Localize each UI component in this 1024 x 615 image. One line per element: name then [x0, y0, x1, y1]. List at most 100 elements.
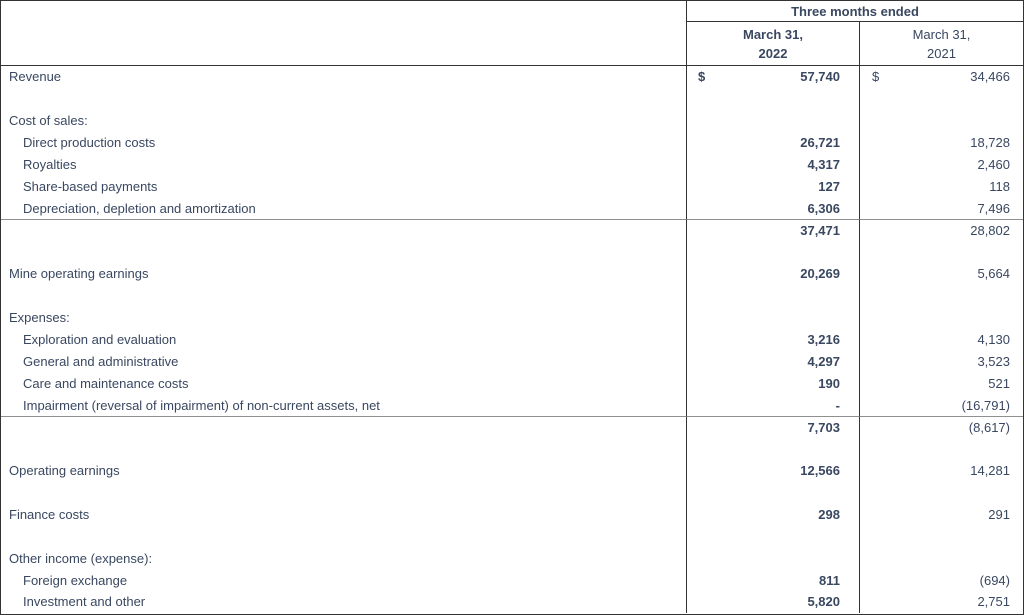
column-header-2021: March 31, 2021	[859, 22, 1023, 66]
row-label-text: Revenue	[9, 69, 62, 85]
row-label-text: Depreciation, depletion and amortization	[23, 200, 256, 216]
table-row-label: Depreciation, depletion and amortization	[1, 197, 686, 219]
column-header-2021-line1: March 31,	[912, 27, 971, 42]
table-row-value-2022-cell: 4,317	[686, 153, 859, 176]
table-row-value-2022-cell: 20,269	[686, 262, 859, 285]
value-2022: 4,297	[807, 353, 840, 369]
spacer-row-value-2022-cell	[686, 437, 859, 460]
table-row-label: Impairment (reversal of impairment) of n…	[1, 394, 686, 416]
spacer-row-value-2021-cell	[859, 481, 1023, 504]
value-2021: 28,802	[970, 223, 1010, 239]
table-row-value-2021-cell	[859, 109, 1023, 132]
table-row-value-2021-cell: 521	[859, 372, 1023, 395]
value-2021: 291	[988, 506, 1010, 522]
table-row-value-2021-cell: 5,664	[859, 262, 1023, 285]
row-label-text: Care and maintenance costs	[23, 375, 189, 391]
table-row-value-2021-cell: 7,496	[859, 197, 1023, 220]
value-2022: -	[835, 397, 840, 413]
row-label-text: General and administrative	[23, 353, 179, 369]
table-row-value-2022-cell	[686, 306, 859, 329]
table-row-label: Other income (expense):	[1, 547, 686, 569]
table-row-value-2021-cell	[859, 306, 1023, 329]
table-row-label: Operating earnings	[1, 460, 686, 482]
value-2022: 127	[818, 178, 840, 194]
value-2021: 118	[989, 178, 1010, 194]
table-row-value-2021-cell: 3,523	[859, 350, 1023, 373]
table-row-label: Mine operating earnings	[1, 263, 686, 285]
table-row-label: Finance costs	[1, 504, 686, 526]
table-row-value-2022-cell: 298	[686, 503, 859, 526]
table-header: Three months ended March 31, 2022 March …	[1, 1, 1023, 66]
column-header-2022-line2: 2022	[758, 46, 788, 61]
row-label-text: Impairment (reversal of impairment) of n…	[23, 397, 380, 413]
currency-symbol: $	[872, 69, 880, 85]
spacer-row-value-2021-cell	[859, 525, 1023, 548]
column-header-2022-line1: March 31,	[743, 27, 803, 42]
value-2021: 521	[988, 375, 1010, 391]
value-2022: 20,269	[800, 266, 840, 282]
value-2022: 6,306	[807, 200, 840, 216]
row-label-text: Share-based payments	[23, 178, 158, 194]
table-row-label: Royalties	[1, 154, 686, 176]
value-2021: 14,281	[970, 463, 1010, 479]
value-2021: 2,751	[977, 594, 1010, 610]
table-row-value-2021-cell: 2,460	[859, 153, 1023, 176]
row-label-text: Finance costs	[9, 506, 90, 522]
row-label-text: Mine operating earnings	[9, 266, 149, 282]
spacer-row-value-2021-cell	[859, 284, 1023, 307]
value-2022: 3,216	[807, 331, 840, 347]
table-row-value-2022-cell: 811	[686, 569, 859, 591]
table-row-value-2022-cell: 5,820	[686, 591, 859, 613]
spacer-row-value-2021-cell	[859, 437, 1023, 460]
value-2021: 7,496	[977, 200, 1010, 216]
spacer-row-value-2022-cell	[686, 525, 859, 548]
table-row-value-2022-cell: $57,740	[686, 66, 859, 88]
row-label-text: Investment and other	[23, 594, 146, 610]
table-row-label: Care and maintenance costs	[1, 372, 686, 394]
period-group-header: Three months ended	[686, 1, 1023, 22]
value-2022: 37,471	[800, 223, 840, 239]
spacer-row-value-2021-cell	[859, 87, 1023, 110]
header-label-column-cell	[1, 22, 686, 66]
table-row-label: Exploration and evaluation	[1, 329, 686, 351]
table-row-value-2021-cell	[859, 547, 1023, 570]
table-row-label: Cost of sales:	[1, 110, 686, 132]
table-row-value-2022-cell: 3,216	[686, 328, 859, 351]
table-row-value-2022-cell: 6,306	[686, 197, 859, 220]
table-row-label: Share-based payments	[1, 175, 686, 197]
subtotal-row-value-2022-cell: 37,471	[686, 219, 859, 241]
value-2021: 34,466	[970, 69, 1010, 85]
row-label-text: Operating earnings	[9, 463, 120, 479]
table-row-value-2022-cell: 12,566	[686, 459, 859, 482]
table-row-label: Foreign exchange	[1, 569, 686, 591]
table-row-value-2021-cell: (16,791)	[859, 394, 1023, 416]
row-label-text: Exploration and evaluation	[23, 331, 177, 347]
header-label-column-spacer	[1, 1, 686, 22]
spacer-row-label	[1, 241, 686, 263]
table-body: Revenue $57,740 $34,466 Cost of sales: Direc…	[1, 66, 1023, 613]
table-row-value-2022-cell	[686, 109, 859, 132]
table-row-value-2021-cell: $34,466	[859, 66, 1023, 88]
table-row-value-2022-cell: 127	[686, 175, 859, 198]
value-2022: 5,820	[807, 594, 840, 610]
value-2021: 18,728	[970, 135, 1010, 151]
value-2022: 298	[818, 506, 840, 522]
value-2022: 57,740	[800, 69, 840, 85]
table-row-value-2021-cell: 291	[859, 503, 1023, 526]
spacer-row-label	[1, 438, 686, 460]
subtotal-row-label	[1, 219, 686, 241]
spacer-row-value-2022-cell	[686, 481, 859, 504]
subtotal-row-value-2021-cell: 28,802	[859, 219, 1023, 241]
table-row-value-2021-cell: 14,281	[859, 459, 1023, 482]
value-2021: 3,523	[977, 353, 1010, 369]
value-2021: (694)	[979, 572, 1010, 588]
table-row-value-2022-cell: 4,297	[686, 350, 859, 373]
value-2021: 4,130	[977, 331, 1010, 347]
table-row-label: General and administrative	[1, 350, 686, 372]
spacer-row-label	[1, 88, 686, 110]
table-row-value-2021-cell: 18,728	[859, 131, 1023, 154]
subtotal-row-label	[1, 416, 686, 438]
row-label-text: Expenses:	[9, 310, 70, 326]
row-label-text: Foreign exchange	[23, 572, 128, 588]
